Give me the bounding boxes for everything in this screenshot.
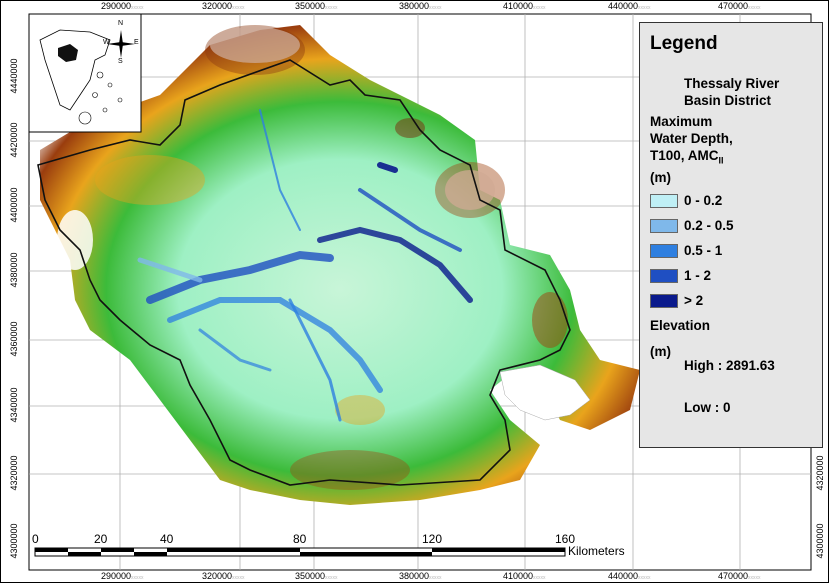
compass-n: N <box>118 20 124 27</box>
y-tick-left-6: 4340000 <box>9 387 19 423</box>
depth-swatch-2 <box>650 219 678 233</box>
depth-swatch-1 <box>650 194 678 208</box>
x-tick-bottom-2: 320000xxxxx <box>202 571 245 581</box>
depth-label-2: 0.2 - 0.5 <box>684 218 734 233</box>
scale-tick-40: 40 <box>160 532 174 546</box>
x-tick-bottom-3: 350000xxxxx <box>295 571 338 581</box>
flood-depth-raster <box>137 109 473 422</box>
scale-tick-80: 80 <box>293 532 307 546</box>
x-tick-top-6: 440000xxxxx <box>608 1 651 11</box>
depth-title: Maximum Water Depth, T100, AMCII <box>650 114 733 166</box>
y-tick-right-7: 4320000 <box>815 455 825 491</box>
x-tick-bottom-6: 440000xxxxx <box>608 571 651 581</box>
x-tick-top-2: 320000xxxxx <box>202 1 245 11</box>
y-tick-left-5: 4360000 <box>9 321 19 357</box>
y-tick-left-2: 4420000 <box>9 122 19 158</box>
elevation-unit: (m) <box>650 344 671 359</box>
depth-unit: (m) <box>650 170 671 185</box>
y-tick-left-8: 4300000 <box>9 523 19 559</box>
x-tick-bottom-4: 380000xxxxx <box>399 571 442 581</box>
compass-s: S <box>118 58 123 65</box>
inset-map <box>28 13 142 133</box>
x-tick-top-3: 350000xxxxx <box>295 1 338 11</box>
depth-swatch-3 <box>650 244 678 258</box>
elevation-low: Low : 0 <box>684 400 731 415</box>
depth-label-3: 0.5 - 1 <box>684 243 723 258</box>
compass-w: W <box>103 39 110 46</box>
scale-tick-120: 120 <box>422 532 443 546</box>
y-tick-left-1: 4440000 <box>9 58 19 94</box>
x-tick-bottom-7: 470000xxxxx <box>718 571 761 581</box>
x-tick-top-1: 290000xxxxx <box>101 1 144 11</box>
x-tick-top-5: 410000xxxxx <box>503 1 546 11</box>
legend-panel: Legend Thessaly River Basin District Max… <box>639 22 823 448</box>
elevation-high: High : 2891.63 <box>684 358 775 373</box>
scale-unit: Kilometers <box>568 544 625 558</box>
compass-rose-icon <box>107 30 135 58</box>
scale-bar <box>34 547 566 557</box>
y-tick-left-7: 4320000 <box>9 455 19 491</box>
basin-label: Thessaly River Basin District <box>684 76 780 108</box>
pagasetic-gulf <box>499 364 591 421</box>
x-tick-bottom-1: 290000xxxxx <box>101 571 144 581</box>
elevation-title: Elevation <box>650 318 711 333</box>
depth-label-5: > 2 <box>684 293 704 308</box>
legend-title: Legend <box>650 33 718 54</box>
x-tick-bottom-5: 410000xxxxx <box>503 571 546 581</box>
compass-e: E <box>134 39 139 46</box>
inset-islands <box>78 71 123 125</box>
x-tick-top-4: 380000xxxxx <box>399 1 442 11</box>
inset-basin-highlight <box>58 44 78 62</box>
inset-greece-outline <box>39 29 111 111</box>
x-tick-top-7: 470000xxxxx <box>718 1 761 11</box>
scale-tick-20: 20 <box>94 532 108 546</box>
y-tick-left-3: 4400000 <box>9 187 19 223</box>
y-tick-left-4: 4380000 <box>9 252 19 288</box>
depth-swatch-5 <box>650 294 678 308</box>
depth-label-4: 1 - 2 <box>684 268 712 283</box>
scale-tick-160: 160 <box>555 532 576 546</box>
y-tick-right-8: 4300000 <box>815 523 825 559</box>
basin-boundary <box>37 59 571 486</box>
depth-label-1: 0 - 0.2 <box>684 193 723 208</box>
scale-tick-0: 0 <box>32 532 39 546</box>
depth-swatch-4 <box>650 269 678 283</box>
